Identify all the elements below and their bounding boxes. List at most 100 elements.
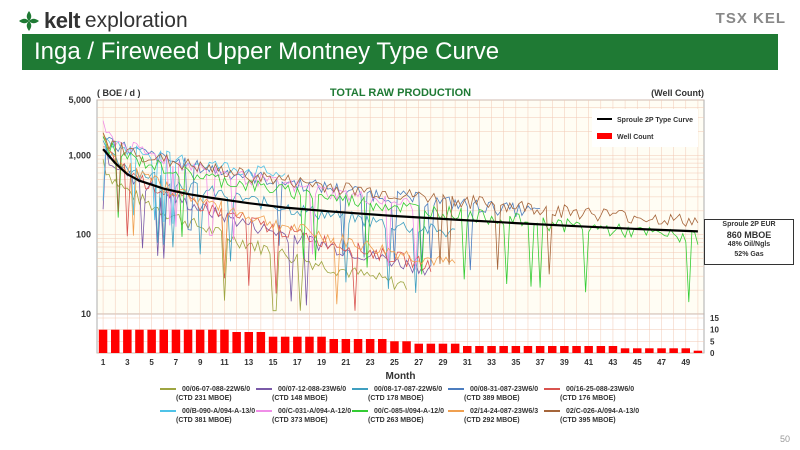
chart-title: TOTAL RAW PRODUCTION bbox=[330, 87, 471, 99]
x-tick-label: 13 bbox=[244, 358, 253, 367]
legend-swatch bbox=[544, 410, 560, 412]
x-tick-label: 5 bbox=[149, 358, 154, 367]
eur-annotation: Sproule 2P EUR 860 MBOE 48% Oil/Ngls 52%… bbox=[704, 219, 794, 265]
well-series-line bbox=[102, 132, 699, 275]
x-tick-label: 27 bbox=[414, 358, 423, 367]
title-bar: Inga / Fireweed Upper Montney Type Curve bbox=[22, 34, 778, 70]
well-count-bar bbox=[365, 339, 375, 353]
well-count-bar bbox=[256, 332, 266, 353]
x-tick-label: 9 bbox=[198, 358, 203, 367]
x-tick-label: 17 bbox=[293, 358, 302, 367]
legend-swatch bbox=[256, 410, 272, 412]
legend-swatch bbox=[544, 388, 560, 390]
legend-well-name: 00/08-17-087-22W6/0 bbox=[374, 386, 443, 393]
x-tick-label: 43 bbox=[608, 358, 617, 367]
legend-well-item: 00/16-25-088-23W6/0 (CTD 176 MBOE) bbox=[544, 385, 635, 403]
well-count-bar bbox=[280, 336, 290, 353]
well-count-bar bbox=[147, 329, 156, 353]
x-tick-label: 39 bbox=[560, 358, 569, 367]
well-count-bar bbox=[390, 341, 399, 353]
y2-tick-label: 0 bbox=[710, 349, 715, 358]
well-count-bar bbox=[341, 339, 351, 353]
brand-sub: exploration bbox=[84, 9, 188, 32]
well-count-bar bbox=[426, 343, 436, 353]
legend-well-item: 00/C-085-I/094-A-12/0 (CTD 263 MBOE) bbox=[352, 407, 445, 425]
x-tick-label: 15 bbox=[269, 358, 278, 367]
well-count-bar bbox=[220, 329, 229, 353]
eur-label: Sproule 2P EUR bbox=[722, 221, 776, 228]
x-tick-label: 31 bbox=[463, 358, 472, 367]
legend-swatch bbox=[448, 410, 464, 412]
well-count-bar bbox=[523, 346, 533, 353]
well-count-bar bbox=[645, 348, 654, 353]
well-series-line bbox=[102, 159, 407, 312]
legend-well-name: 00/C-031-A/094-A-12/0 bbox=[278, 408, 352, 415]
well-count-bar bbox=[608, 346, 618, 353]
kelt-leaf-icon bbox=[19, 11, 39, 31]
y-tick-label: 1,000 bbox=[68, 150, 91, 160]
well-series-line bbox=[103, 146, 432, 311]
legend-well-ctd: (CTD 381 MBOE) bbox=[176, 417, 232, 424]
x-tick-label: 21 bbox=[341, 358, 350, 367]
legend-swatch bbox=[160, 388, 176, 390]
y2-axis-label: (Well Count) bbox=[651, 88, 704, 98]
well-count-bar bbox=[353, 339, 363, 353]
legend-well-name: 00/06-07-088-22W6/0 bbox=[182, 386, 251, 393]
well-count-bar bbox=[305, 336, 314, 353]
well-count-bar bbox=[657, 348, 666, 353]
legend-swatch bbox=[256, 388, 272, 390]
legend-well-name: 00/16-25-088-23W6/0 bbox=[566, 386, 635, 393]
well-count-bar bbox=[560, 346, 569, 353]
legend-swatch bbox=[448, 388, 464, 390]
well-count-bar bbox=[244, 332, 253, 353]
legend-well-name: 00/08-31-087-23W6/0 bbox=[470, 386, 539, 393]
legend-well-name: 00/C-085-I/094-A-12/0 bbox=[374, 408, 445, 415]
y2-tick-label: 15 bbox=[710, 314, 719, 323]
legend-well-item: 00/C-031-A/094-A-12/0 (CTD 373 MBOE) bbox=[256, 407, 352, 425]
legend-well-ctd: (CTD 176 MBOE) bbox=[560, 395, 616, 402]
y-axis-label: ( BOE / d ) bbox=[97, 88, 141, 98]
page-number: 50 bbox=[779, 434, 790, 444]
legend-swatch bbox=[160, 410, 176, 412]
well-count-bar bbox=[633, 348, 642, 353]
x-tick-label: 23 bbox=[366, 358, 375, 367]
x-tick-label: 41 bbox=[584, 358, 593, 367]
well-count-bar bbox=[329, 339, 338, 353]
well-count-bar bbox=[620, 348, 630, 353]
page-title: Inga / Fireweed Upper Montney Type Curve bbox=[34, 38, 500, 65]
brand-name: kelt bbox=[44, 8, 80, 33]
legend-well-ctd: (CTD 389 MBOE) bbox=[464, 395, 520, 402]
legend-well-item: 00/08-17-087-22W6/0 (CTD 178 MBOE) bbox=[352, 385, 443, 403]
well-count-bar bbox=[681, 348, 690, 353]
eur-gas: 52% Gas bbox=[734, 251, 764, 258]
x-tick-label: 37 bbox=[536, 358, 545, 367]
x-tick-label: 47 bbox=[657, 358, 666, 367]
well-series-line bbox=[102, 120, 420, 270]
legend-well-item: 00/08-31-087-23W6/0 (CTD 389 MBOE) bbox=[448, 385, 539, 403]
well-count-bar bbox=[584, 346, 593, 353]
y2-tick-label: 5 bbox=[710, 337, 715, 346]
x-tick-label: 45 bbox=[633, 358, 642, 367]
legend-swatch bbox=[352, 410, 368, 412]
well-count-bar bbox=[511, 346, 521, 353]
well-count-bar bbox=[402, 341, 411, 353]
well-count-bar bbox=[438, 343, 448, 353]
well-count-bar bbox=[669, 348, 678, 353]
well-count-bar bbox=[159, 329, 168, 353]
x-tick-label: 33 bbox=[487, 358, 496, 367]
legend-well-ctd: (CTD 178 MBOE) bbox=[368, 395, 424, 402]
legend-well-ctd: (CTD 148 MBOE) bbox=[272, 395, 328, 402]
well-count-bar bbox=[183, 329, 193, 353]
legend-swatch bbox=[352, 388, 368, 390]
well-series-line bbox=[102, 140, 456, 293]
legend-well-ctd: (CTD 395 MBOE) bbox=[560, 417, 616, 424]
well-count-bar bbox=[208, 329, 217, 353]
x-tick-label: 29 bbox=[439, 358, 448, 367]
well-count-bar bbox=[317, 336, 326, 353]
well-count-bar bbox=[463, 346, 472, 353]
eur-oil: 48% Oil/Ngls bbox=[727, 241, 771, 248]
x-tick-label: 11 bbox=[220, 358, 229, 367]
well-count-bar bbox=[98, 329, 108, 353]
x-tick-label: 19 bbox=[317, 358, 326, 367]
well-count-bar bbox=[171, 329, 181, 353]
